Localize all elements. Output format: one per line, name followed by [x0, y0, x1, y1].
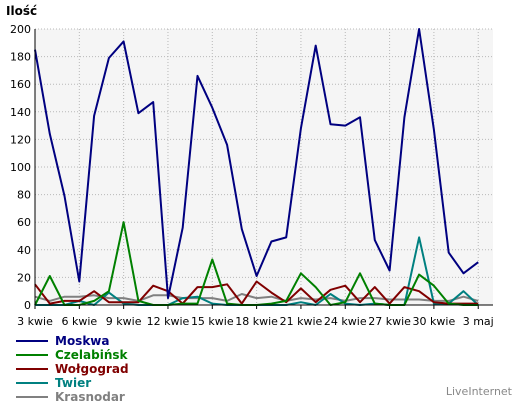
y-tick-label: 180: [10, 51, 31, 64]
legend-item: Moskwa: [16, 334, 129, 348]
legend-item: Twier: [16, 376, 129, 390]
series-line-moskwa: [34, 28, 479, 300]
x-tick-label: 24 kwie: [324, 315, 367, 328]
legend-item: Wołgograd: [16, 362, 129, 376]
x-tick-label: 21 kwie: [280, 315, 323, 328]
x-tick-label: 18 kwie: [235, 315, 278, 328]
legend-label: Twier: [55, 376, 92, 390]
legend-swatch: [16, 340, 48, 342]
legend-swatch: [16, 368, 48, 370]
y-tick-labels: 0 20 40 60 80 100 120 140 160 180 200: [10, 23, 31, 312]
y-axis-title: Ilość: [6, 4, 37, 18]
y-tick-label: 120: [10, 133, 31, 146]
y-tick-label: 100: [10, 161, 31, 174]
x-tick-label: 9 kwie: [106, 315, 142, 328]
series-line-krasnodar: [34, 293, 479, 302]
legend-label: Moskwa: [55, 334, 110, 348]
y-tick-label: 60: [17, 216, 31, 229]
legend-label: Krasnodar: [55, 390, 125, 404]
legend-swatch: [16, 354, 48, 356]
x-tick-label: 15 kwie: [191, 315, 234, 328]
x-tick-label: 3 kwie: [17, 315, 53, 328]
x-tick-label: 30 kwie: [413, 315, 456, 328]
x-tick-label: 3 maj: [463, 315, 494, 328]
y-tick-label: 160: [10, 78, 31, 91]
x-tick-label: 12 kwie: [147, 315, 190, 328]
legend-item: Czelabińsk: [16, 348, 129, 362]
x-tick-label: 6 kwie: [61, 315, 97, 328]
x-tick-label: 27 kwie: [368, 315, 411, 328]
y-tick-label: 20: [17, 271, 31, 284]
legend-label: Wołgograd: [55, 362, 129, 376]
x-tick-labels: 3 kwie 6 kwie 9 kwie 12 kwie 15 kwie 18 kwie 2…: [17, 305, 494, 328]
legend-swatch: [16, 396, 48, 398]
legend: Moskwa Czelabińsk Wołgograd Twier Krasnodar: [16, 334, 129, 404]
legend-item: Krasnodar: [16, 390, 129, 404]
legend-swatch: [16, 382, 48, 384]
series-line-wołgograd: [34, 280, 479, 305]
y-tick-label: 80: [17, 189, 31, 202]
y-tick-label: 0: [24, 299, 31, 312]
brand-label: LiveInternet: [445, 385, 512, 398]
y-tick-label: 200: [10, 23, 31, 36]
y-tick-label: 40: [17, 244, 31, 257]
legend-label: Czelabińsk: [55, 348, 128, 362]
y-tick-label: 140: [10, 106, 31, 119]
